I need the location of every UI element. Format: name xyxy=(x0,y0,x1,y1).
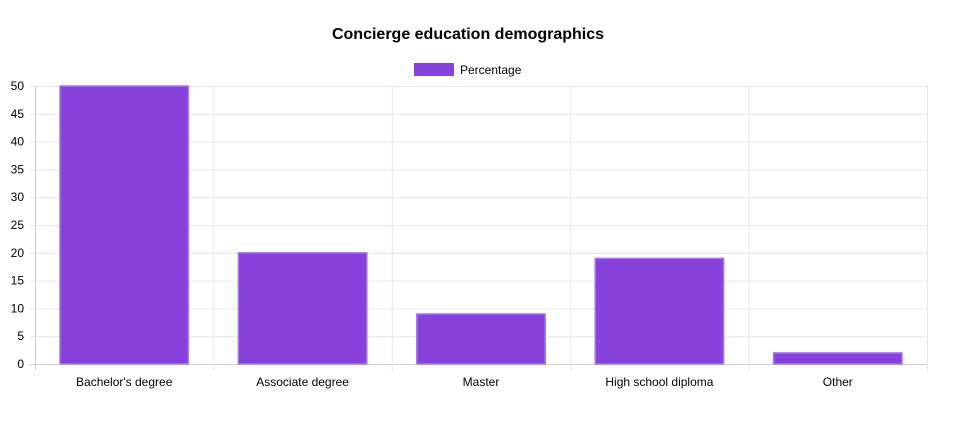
x-tick-label: Other xyxy=(823,375,853,389)
y-tick-label: 15 xyxy=(11,274,25,288)
bar-0[interactable] xyxy=(59,85,190,365)
y-tick-label: 20 xyxy=(11,246,25,260)
y-tick-label: 10 xyxy=(11,301,25,315)
x-axis: Bachelor's degree Associate degree Master H… xyxy=(76,375,853,389)
x-tick-label: Bachelor's degree xyxy=(76,375,173,389)
y-tick-label: 45 xyxy=(11,107,25,121)
y-axis: 0 5 10 15 20 25 30 35 40 45 50 xyxy=(11,79,25,371)
bar-4[interactable] xyxy=(772,352,903,365)
y-tick-label: 5 xyxy=(17,329,24,343)
y-tick-label: 50 xyxy=(11,79,25,93)
bars xyxy=(59,85,903,365)
y-tick-label: 30 xyxy=(11,190,25,204)
legend-swatch xyxy=(414,63,454,76)
bar-2[interactable] xyxy=(416,313,546,365)
x-tick-label: Associate degree xyxy=(256,375,349,389)
x-tick-label: Master xyxy=(463,375,500,389)
y-tick-label: 25 xyxy=(11,218,25,232)
x-tick-label: High school diploma xyxy=(605,375,713,389)
y-tick-label: 35 xyxy=(11,162,25,176)
bar-1[interactable] xyxy=(237,252,368,365)
y-tick-label: 40 xyxy=(11,135,25,149)
chart-title: Concierge education demographics xyxy=(332,26,604,43)
bar-3[interactable] xyxy=(594,257,725,365)
legend-label-percentage: Percentage xyxy=(460,63,522,77)
legend[interactable]: Percentage xyxy=(414,63,522,77)
y-tick-label: 0 xyxy=(17,357,24,371)
